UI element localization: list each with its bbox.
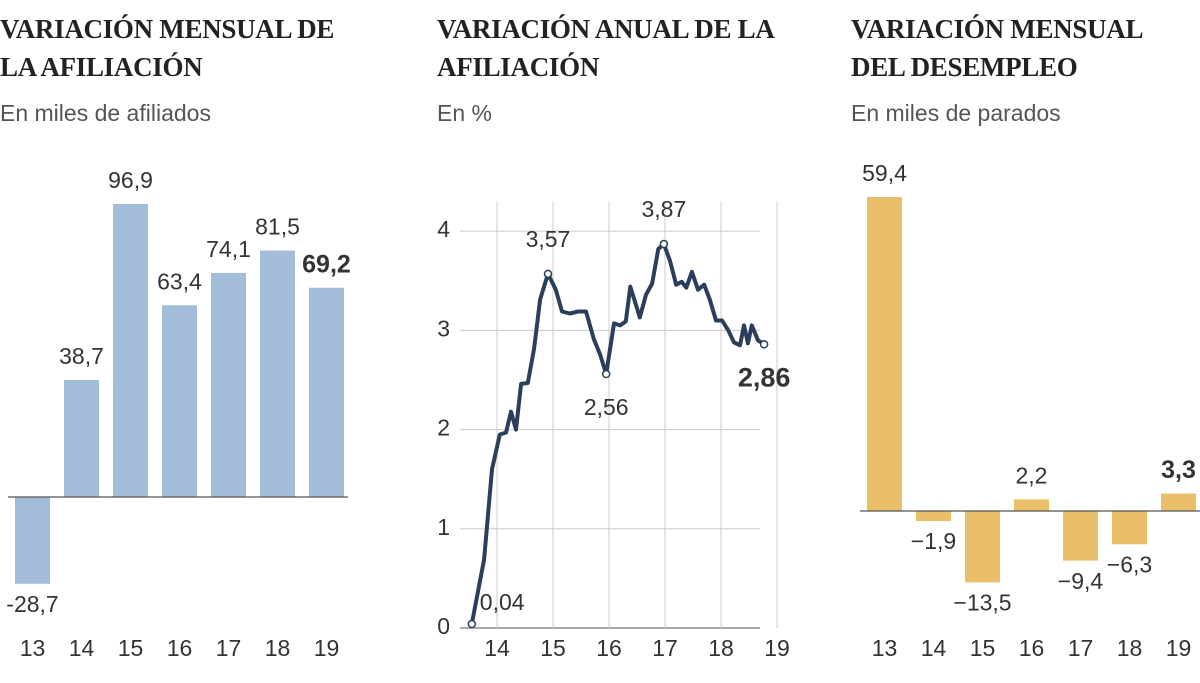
bar <box>916 511 951 522</box>
chart-subtitle: En % <box>437 100 492 126</box>
value-label: 74,1 <box>206 236 251 262</box>
point-marker <box>601 369 611 379</box>
x-tick-label: 16 <box>167 635 193 661</box>
x-tick-label: 14 <box>69 635 95 661</box>
bar <box>1112 511 1147 545</box>
value-label: 2,56 <box>584 394 629 420</box>
x-tick-label: 19 <box>1166 635 1192 661</box>
value-label: 63,4 <box>157 268 202 294</box>
value-label: 3,87 <box>641 196 686 222</box>
y-tick-label: 4 <box>437 216 450 242</box>
value-label: 59,4 <box>862 160 907 186</box>
x-tick-label: 16 <box>596 635 622 661</box>
panel-header: VARIACIÓN MENSUAL DEL DESEMPLEO En miles… <box>851 10 1196 127</box>
x-tick-label: 18 <box>708 635 734 661</box>
panel-header: VARIACIÓN MENSUAL DE LA AFILIACIÓN En mi… <box>0 10 345 127</box>
point-marker <box>467 619 477 629</box>
bar <box>309 287 344 497</box>
x-tick-label: 19 <box>764 635 790 661</box>
chart-subtitle: En miles de afiliados <box>0 100 211 126</box>
value-label: 81,5 <box>255 214 300 240</box>
chart-subtitle: En miles de parados <box>851 100 1061 126</box>
x-tick-label: 19 <box>314 635 340 661</box>
y-tick-label: 0 <box>437 613 450 639</box>
value-label: −6,3 <box>1107 551 1152 577</box>
bar <box>1161 493 1196 511</box>
x-tick-label: 14 <box>484 635 510 661</box>
bar <box>867 197 902 511</box>
x-tick-label: 15 <box>118 635 144 661</box>
x-tick-label: 16 <box>1019 635 1045 661</box>
value-label: 0,04 <box>480 589 525 615</box>
bar <box>211 272 246 497</box>
value-label: -28,7 <box>6 591 58 617</box>
x-tick-label: 13 <box>20 635 46 661</box>
bar <box>1014 499 1049 511</box>
x-tick-label: 17 <box>1068 635 1094 661</box>
point-marker <box>543 269 553 279</box>
chart-title: VARIACIÓN MENSUAL DEL DESEMPLEO <box>851 14 1142 82</box>
value-label: 3,3 <box>1161 456 1196 484</box>
chart-title: VARIACIÓN MENSUAL DE LA AFILIACIÓN <box>0 14 335 82</box>
x-tick-label: 13 <box>872 635 898 661</box>
x-tick-label: 14 <box>921 635 947 661</box>
value-label: 38,7 <box>59 343 104 369</box>
line <box>469 242 766 625</box>
value-label: −9,4 <box>1058 568 1104 594</box>
point-marker <box>659 239 669 249</box>
value-label: 2,2 <box>1016 462 1048 488</box>
bar <box>113 204 148 497</box>
value-label: 3,57 <box>526 226 571 252</box>
y-tick-label: 2 <box>437 415 450 441</box>
bar <box>162 305 197 497</box>
bar <box>15 497 50 584</box>
value-label: 2,86 <box>738 362 791 392</box>
bar <box>1063 511 1098 561</box>
value-label: −13,5 <box>953 589 1011 615</box>
value-label: 69,2 <box>302 250 351 278</box>
y-tick-label: 1 <box>437 514 450 540</box>
chart-title: VARIACIÓN ANUAL DE LA AFILIACIÓN <box>437 14 774 82</box>
bar <box>965 511 1000 583</box>
point-marker <box>759 340 769 349</box>
x-tick-label: 18 <box>265 635 291 661</box>
bar <box>64 379 99 497</box>
x-tick-label: 17 <box>216 635 242 661</box>
panel-header: VARIACIÓN ANUAL DE LA AFILIACIÓN En % <box>437 10 782 127</box>
x-tick-label: 15 <box>970 635 996 661</box>
value-label: 96,9 <box>108 167 153 193</box>
y-tick-label: 3 <box>437 315 450 341</box>
x-tick-label: 18 <box>1117 635 1143 661</box>
x-tick-label: 17 <box>652 635 678 661</box>
value-label: −1,9 <box>911 528 956 554</box>
bar <box>260 250 295 497</box>
x-tick-label: 15 <box>540 635 566 661</box>
